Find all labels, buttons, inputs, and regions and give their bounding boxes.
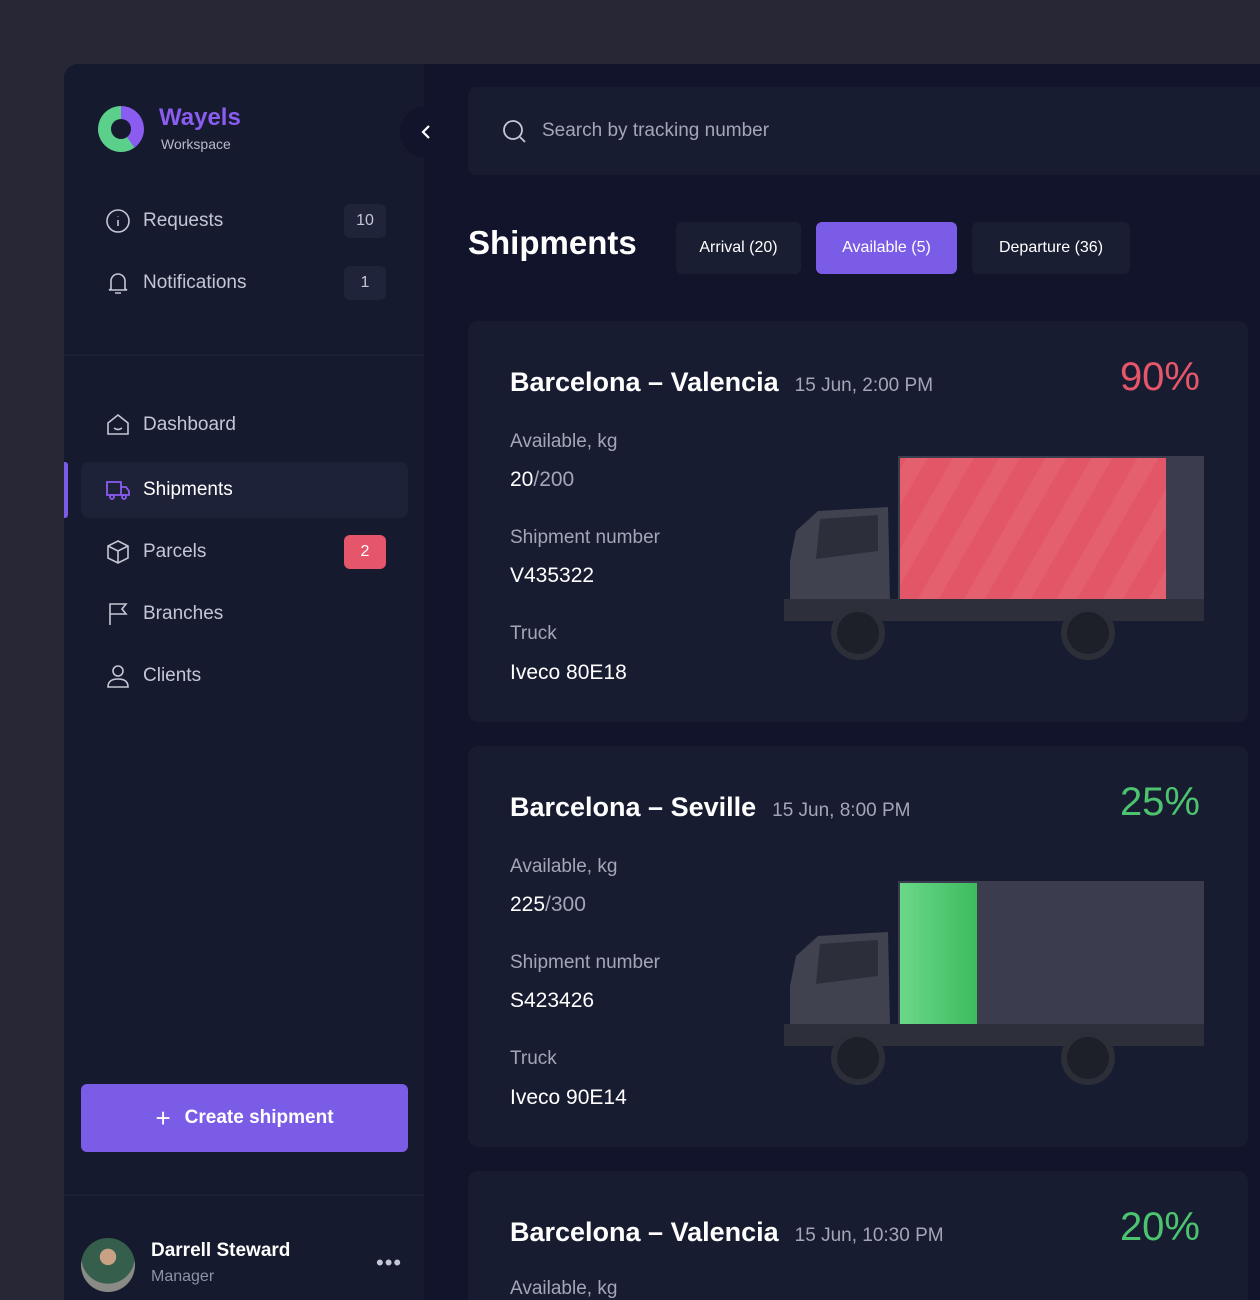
truck-model: Iveco 80E18 [510, 661, 627, 684]
shipment-date: 15 Jun, 10:30 PM [794, 1225, 944, 1246]
available-amount: 225 [510, 893, 546, 916]
truck-illustration [784, 881, 1204, 1085]
tab-departure[interactable]: Departure (36) [972, 222, 1130, 274]
sidebar-item-label: Parcels [143, 541, 207, 562]
avatar[interactable] [81, 1238, 135, 1292]
sidebar-item-label: Shipments [143, 479, 233, 500]
sidebar-item-label: Branches [143, 603, 224, 624]
notifications-count-badge: 1 [344, 266, 386, 300]
route-text: Barcelona – Seville [510, 792, 757, 822]
search-icon [503, 120, 526, 143]
sidebar-item-notifications[interactable]: Notifications 1 [81, 255, 408, 311]
collapse-sidebar-button[interactable] [400, 106, 452, 158]
sidebar-item-label: Requests [143, 210, 224, 231]
available-amount: 20 [510, 468, 534, 491]
load-percent: 20% [1119, 1205, 1200, 1249]
tab-available[interactable]: Available (5) [816, 222, 957, 274]
available-value: 20/200 [510, 468, 574, 492]
truck-label: Truck [510, 623, 557, 644]
cargo-fill [900, 883, 977, 1024]
route-text: Barcelona – Valencia [510, 367, 779, 397]
available-value: 225/300 [510, 893, 586, 917]
app-window: Wayels Workspace Requests 10 Notificatio… [64, 64, 1260, 1300]
truck-illustration [784, 456, 1204, 660]
user-name: Darrell Steward [151, 1240, 291, 1261]
create-shipment-button[interactable]: + Create shipment [81, 1084, 408, 1152]
page-title: Shipments [468, 224, 637, 261]
requests-count-badge: 10 [344, 204, 386, 238]
info-icon [105, 208, 131, 234]
truck-icon [105, 477, 131, 503]
sidebar-item-requests[interactable]: Requests 10 [81, 193, 408, 249]
user-role: Manager [151, 1268, 215, 1285]
sidebar-item-branches[interactable]: Branches [81, 586, 408, 642]
divider [64, 1194, 424, 1196]
sidebar-item-label: Notifications [143, 272, 247, 293]
sidebar-item-shipments[interactable]: Shipments [81, 462, 408, 518]
truck-label: Truck [510, 1048, 557, 1069]
available-label: Available, kg [510, 1278, 618, 1299]
truck-window [816, 515, 878, 559]
chevron-left-icon [421, 125, 430, 139]
shipment-date: 15 Jun, 2:00 PM [794, 375, 934, 396]
load-percent: 90% [1119, 355, 1200, 399]
available-label: Available, kg [510, 431, 618, 452]
home-icon [105, 412, 131, 438]
divider [64, 354, 424, 356]
parcels-count-badge: 2 [344, 535, 386, 569]
active-indicator [64, 462, 68, 518]
box-icon [105, 539, 131, 565]
user-icon [105, 663, 131, 689]
truck-wheel [831, 1031, 885, 1085]
shipment-route: Barcelona – Valencia 15 Jun, 2:00 PM [510, 367, 933, 398]
route-text: Barcelona – Valencia [510, 1217, 779, 1247]
capacity-total: /200 [533, 468, 575, 491]
more-options-icon[interactable]: ••• [376, 1250, 403, 1275]
search-input[interactable]: Search by tracking number [468, 87, 1260, 175]
sidebar-item-label: Clients [143, 665, 202, 686]
brand-subtitle: Workspace [161, 136, 231, 152]
load-percent: 25% [1119, 780, 1200, 824]
create-shipment-label: Create shipment [184, 1107, 334, 1128]
shipment-route: Barcelona – Valencia 15 Jun, 10:30 PM [510, 1217, 944, 1248]
shipment-route: Barcelona – Seville 15 Jun, 8:00 PM [510, 792, 911, 823]
shipment-number: S423426 [510, 989, 595, 1012]
sidebar-item-parcels[interactable]: Parcels 2 [81, 524, 408, 580]
available-label: Available, kg [510, 856, 618, 877]
search-placeholder: Search by tracking number [542, 120, 770, 141]
sidebar-item-label: Dashboard [143, 414, 236, 435]
flag-icon [105, 601, 131, 627]
capacity-total: /300 [545, 893, 586, 916]
shipment-card[interactable]: Barcelona – Valencia 15 Jun, 10:30 PM 20%… [468, 1171, 1248, 1300]
plus-icon: + [155, 1102, 171, 1133]
logo-icon [98, 106, 144, 152]
sidebar: Wayels Workspace Requests 10 Notificatio… [64, 64, 424, 1300]
truck-window [816, 940, 878, 984]
shipment-card[interactable]: Barcelona – Valencia 15 Jun, 2:00 PM 90% … [468, 321, 1248, 722]
truck-model: Iveco 90E14 [510, 1086, 627, 1109]
truck-wheel [831, 606, 885, 660]
sidebar-item-clients[interactable]: Clients [81, 648, 408, 704]
shipment-card[interactable]: Barcelona – Seville 15 Jun, 8:00 PM 25% A… [468, 746, 1248, 1147]
brand-name: Wayels [159, 104, 241, 131]
shipment-number: V435322 [510, 564, 595, 587]
sidebar-item-dashboard[interactable]: Dashboard [81, 397, 408, 453]
bell-icon [105, 270, 131, 296]
tab-arrival[interactable]: Arrival (20) [676, 222, 801, 274]
truck-wheel [1061, 1031, 1115, 1085]
cargo-fill [900, 458, 1166, 599]
truck-wheel [1061, 606, 1115, 660]
shipment-date: 15 Jun, 8:00 PM [772, 800, 911, 821]
shipment-number-label: Shipment number [510, 952, 660, 973]
shipment-number-label: Shipment number [510, 527, 660, 548]
